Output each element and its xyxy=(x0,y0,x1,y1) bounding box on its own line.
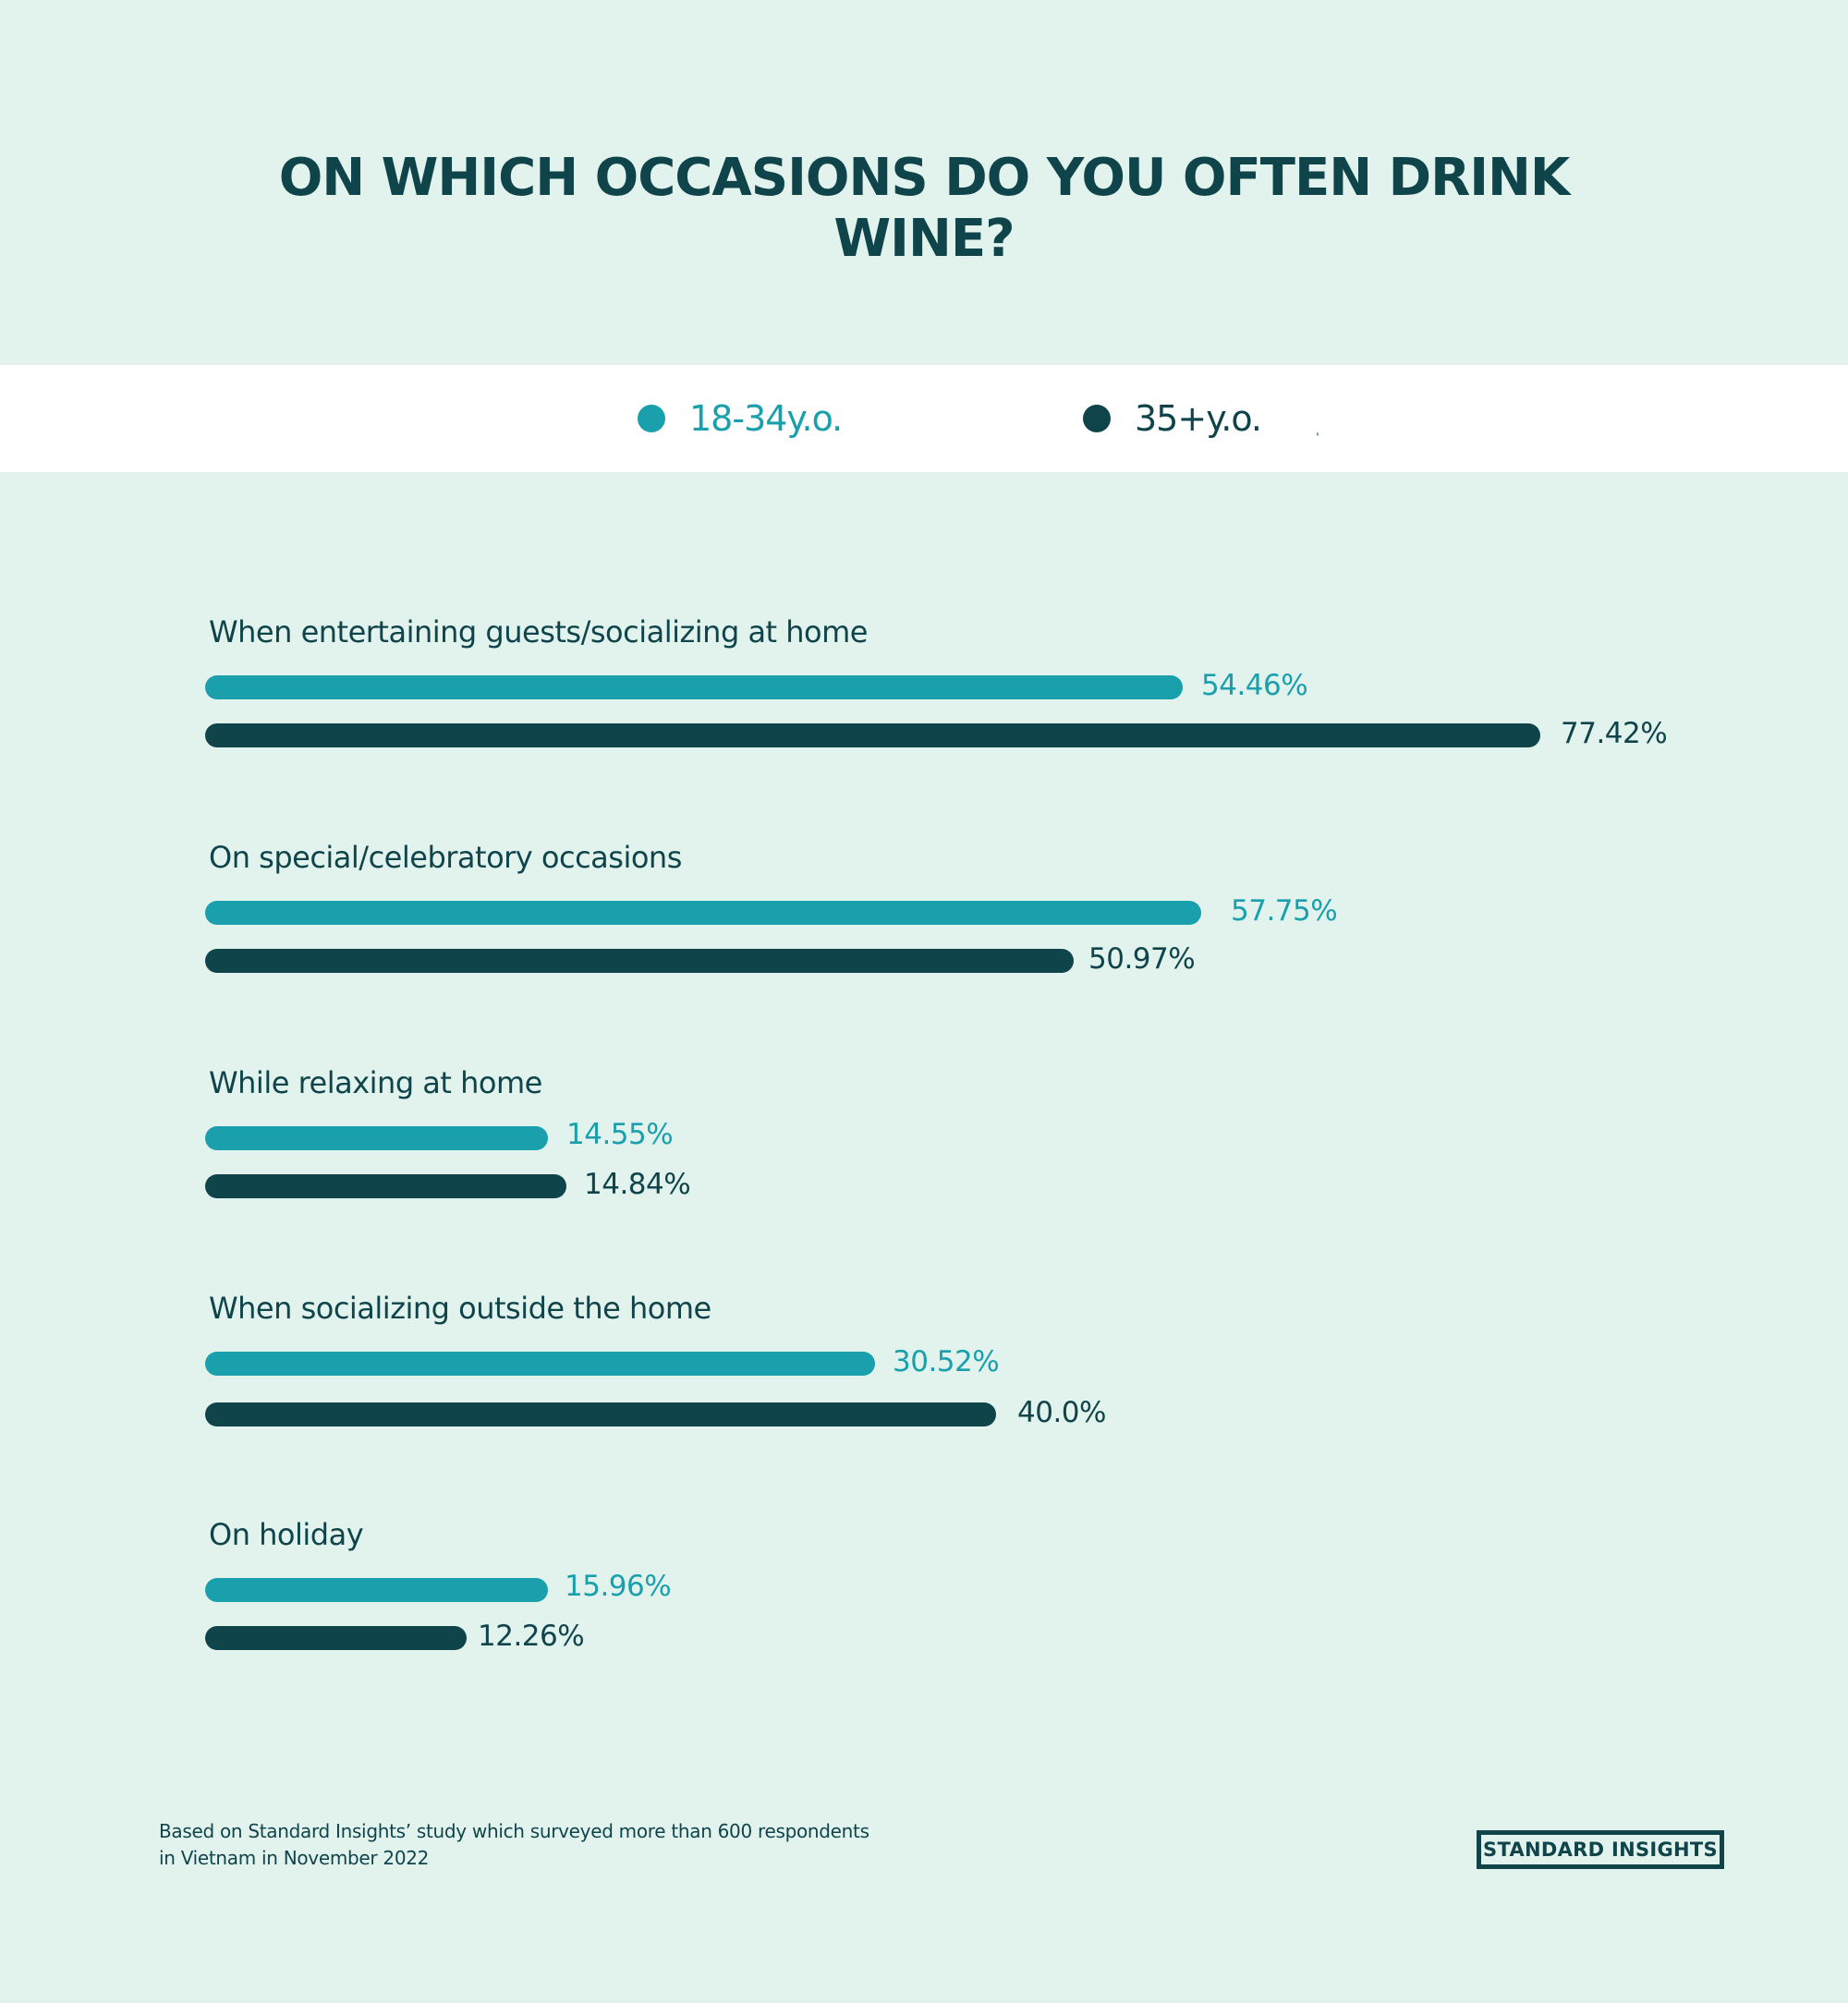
chart-title: ON WHICH OCCASIONS DO YOU OFTEN DRINK WI… xyxy=(0,148,1848,270)
bar-18-34 xyxy=(205,901,1201,925)
circle-dot-icon xyxy=(638,405,665,432)
value-label-35-plus: 12.26% xyxy=(478,1620,585,1653)
chart-title-line-2: WINE? xyxy=(833,209,1015,269)
value-label-18-34: 15.96% xyxy=(565,1570,672,1603)
value-label-18-34: 54.46% xyxy=(1201,669,1308,702)
category-label: When entertaining guests/socializing at … xyxy=(209,614,868,649)
legend-label: 35+y.o. xyxy=(1135,398,1262,439)
category-label: When socializing outside the home xyxy=(209,1291,711,1326)
category-label: On holiday xyxy=(209,1517,364,1552)
value-label-18-34: 57.75% xyxy=(1231,894,1338,928)
legend-item-35-plus: 35+y.o. xyxy=(1083,365,1262,472)
source-footnote: Based on Standard Insights’ study which … xyxy=(159,1818,869,1872)
chart-title-line-1: ON WHICH OCCASIONS DO YOU OFTEN DRINK xyxy=(278,148,1571,208)
category-label: While relaxing at home xyxy=(209,1065,542,1100)
value-label-18-34: 30.52% xyxy=(893,1345,1000,1378)
bar-18-34 xyxy=(205,1352,875,1376)
legend-label: 18-34y.o. xyxy=(689,398,843,439)
category-label: On special/celebratory occasions xyxy=(209,840,682,875)
value-label-18-34: 14.55% xyxy=(566,1118,674,1151)
bar-35-plus xyxy=(205,1174,566,1198)
bar-35-plus xyxy=(205,1402,996,1426)
value-label-35-plus: 77.42% xyxy=(1561,717,1668,750)
bar-35-plus xyxy=(205,949,1074,973)
bar-18-34 xyxy=(205,675,1183,699)
bar-35-plus xyxy=(205,723,1540,747)
footnote-line-1: Based on Standard Insights’ study which … xyxy=(159,1820,869,1842)
standard-insights-logo: STANDARD INSIGHTS xyxy=(1477,1830,1724,1869)
value-label-35-plus: 50.97% xyxy=(1088,942,1196,976)
value-label-35-plus: 14.84% xyxy=(584,1168,691,1201)
legend: 18-34y.o. 35+y.o. , xyxy=(0,365,1848,472)
bar-35-plus xyxy=(205,1626,467,1650)
legend-item-18-34: 18-34y.o. xyxy=(638,365,843,472)
circle-dot-icon xyxy=(1083,405,1111,432)
footnote-line-2: in Vietnam in November 2022 xyxy=(159,1847,430,1869)
bar-18-34 xyxy=(205,1126,548,1150)
stray-mark: , xyxy=(1316,422,1319,437)
bar-18-34 xyxy=(205,1578,548,1602)
value-label-35-plus: 40.0% xyxy=(1017,1396,1106,1429)
